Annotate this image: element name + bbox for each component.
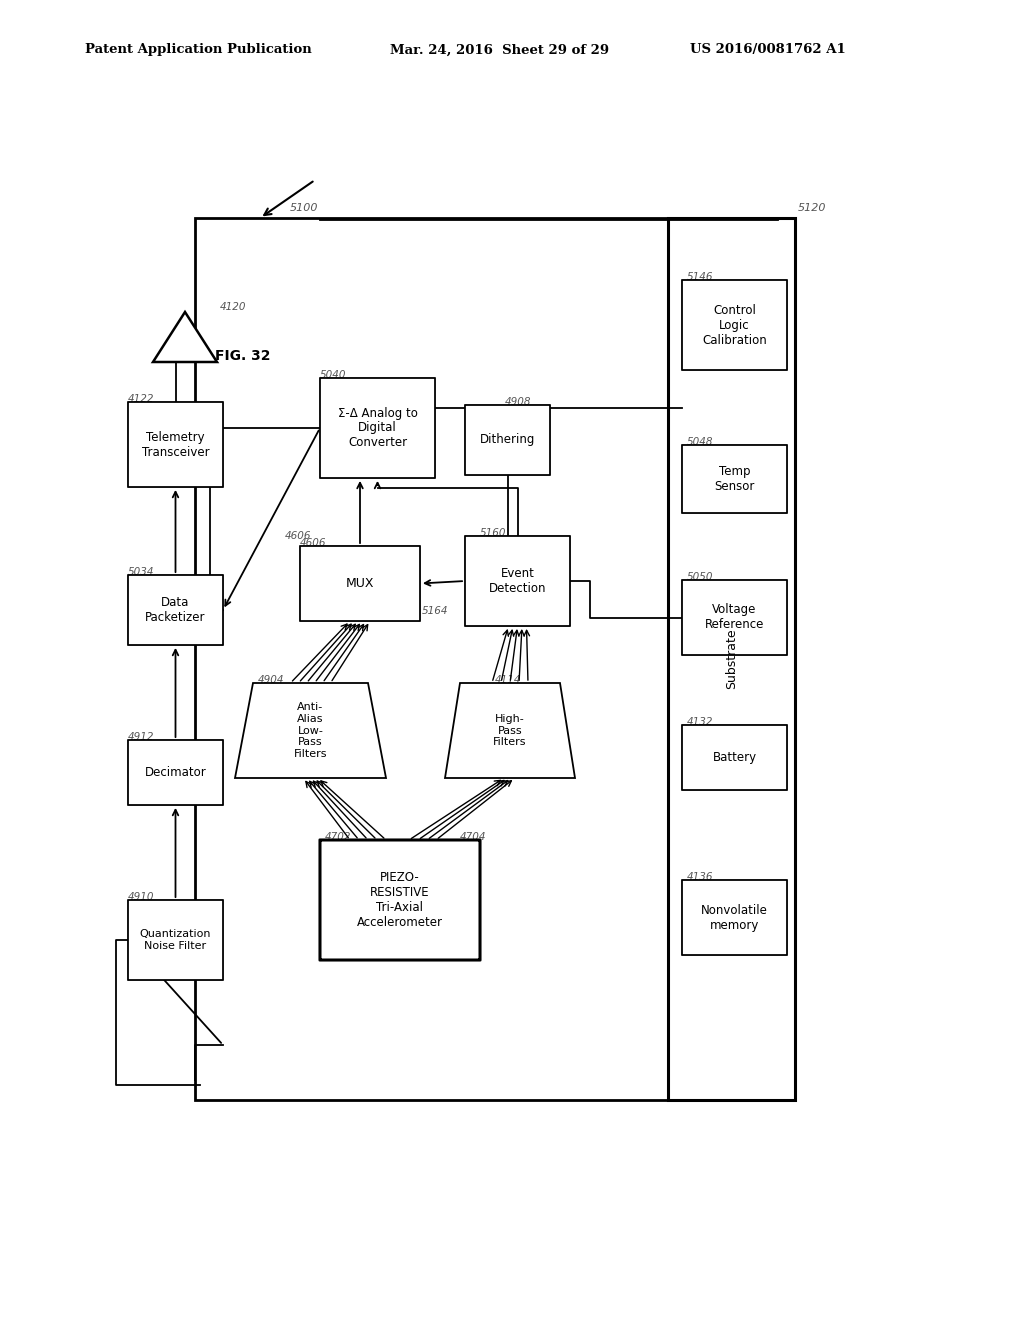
Text: Voltage
Reference: Voltage Reference xyxy=(705,603,764,631)
Text: 4606: 4606 xyxy=(285,531,311,541)
FancyBboxPatch shape xyxy=(128,576,223,645)
FancyBboxPatch shape xyxy=(465,536,570,626)
Text: FIG. 32: FIG. 32 xyxy=(215,348,270,363)
FancyBboxPatch shape xyxy=(465,405,550,475)
Text: 5050: 5050 xyxy=(687,572,714,582)
Text: 5120: 5120 xyxy=(798,203,826,213)
Text: 4122: 4122 xyxy=(128,393,155,404)
Text: Anti-
Alias
Low-
Pass
Filters: Anti- Alias Low- Pass Filters xyxy=(294,702,328,759)
Text: High-
Pass
Filters: High- Pass Filters xyxy=(494,714,526,747)
Text: 4120: 4120 xyxy=(220,302,247,312)
Text: 4912: 4912 xyxy=(128,733,155,742)
Polygon shape xyxy=(153,312,217,362)
Text: Event
Detection: Event Detection xyxy=(488,568,546,595)
Text: MUX: MUX xyxy=(346,577,374,590)
FancyBboxPatch shape xyxy=(128,741,223,805)
Bar xyxy=(195,218,783,1100)
FancyBboxPatch shape xyxy=(128,900,223,979)
Text: 4136: 4136 xyxy=(687,873,714,882)
Text: 5048: 5048 xyxy=(687,437,714,447)
Text: Decimator: Decimator xyxy=(144,766,207,779)
Polygon shape xyxy=(234,682,386,777)
FancyBboxPatch shape xyxy=(682,280,787,370)
Text: 5164: 5164 xyxy=(422,606,449,616)
Text: Temp
Sensor: Temp Sensor xyxy=(715,465,755,492)
Text: Nonvolatile
memory: Nonvolatile memory xyxy=(701,903,768,932)
FancyBboxPatch shape xyxy=(682,579,787,655)
FancyBboxPatch shape xyxy=(682,445,787,513)
FancyBboxPatch shape xyxy=(128,403,223,487)
Text: Control
Logic
Calibration: Control Logic Calibration xyxy=(702,304,767,346)
Text: Telemetry
Transceiver: Telemetry Transceiver xyxy=(141,430,209,458)
Text: 4908: 4908 xyxy=(505,397,531,407)
Bar xyxy=(668,218,795,1100)
Text: PIEZO-
RESISTIVE
Tri-Axial
Accelerometer: PIEZO- RESISTIVE Tri-Axial Accelerometer xyxy=(357,871,443,929)
Text: 4114: 4114 xyxy=(495,675,521,685)
Text: Mar. 24, 2016  Sheet 29 of 29: Mar. 24, 2016 Sheet 29 of 29 xyxy=(390,44,609,57)
Text: Patent Application Publication: Patent Application Publication xyxy=(85,44,311,57)
FancyBboxPatch shape xyxy=(682,880,787,954)
Text: Σ-Δ Analog to
Digital
Converter: Σ-Δ Analog to Digital Converter xyxy=(338,407,418,450)
Text: Data
Packetizer: Data Packetizer xyxy=(145,597,206,624)
Text: 5160: 5160 xyxy=(480,528,507,539)
Text: 5100: 5100 xyxy=(290,203,318,213)
FancyBboxPatch shape xyxy=(319,840,480,960)
Text: Dithering: Dithering xyxy=(480,433,536,446)
Text: US 2016/0081762 A1: US 2016/0081762 A1 xyxy=(690,44,846,57)
Text: 5034: 5034 xyxy=(128,568,155,577)
Text: 4704: 4704 xyxy=(460,832,486,842)
Text: Battery: Battery xyxy=(713,751,757,764)
Text: 5146: 5146 xyxy=(687,272,714,282)
Text: Quantization
Noise Filter: Quantization Noise Filter xyxy=(139,929,211,950)
Polygon shape xyxy=(445,682,575,777)
FancyBboxPatch shape xyxy=(319,378,435,478)
FancyBboxPatch shape xyxy=(300,546,420,620)
Text: 4702: 4702 xyxy=(325,832,351,842)
Text: 4132: 4132 xyxy=(687,717,714,727)
Text: 4904: 4904 xyxy=(258,675,285,685)
Text: 4910: 4910 xyxy=(128,892,155,902)
FancyBboxPatch shape xyxy=(682,725,787,789)
Text: 5040: 5040 xyxy=(319,370,346,380)
Text: 4606: 4606 xyxy=(300,539,327,548)
Text: Substrate: Substrate xyxy=(725,628,738,689)
